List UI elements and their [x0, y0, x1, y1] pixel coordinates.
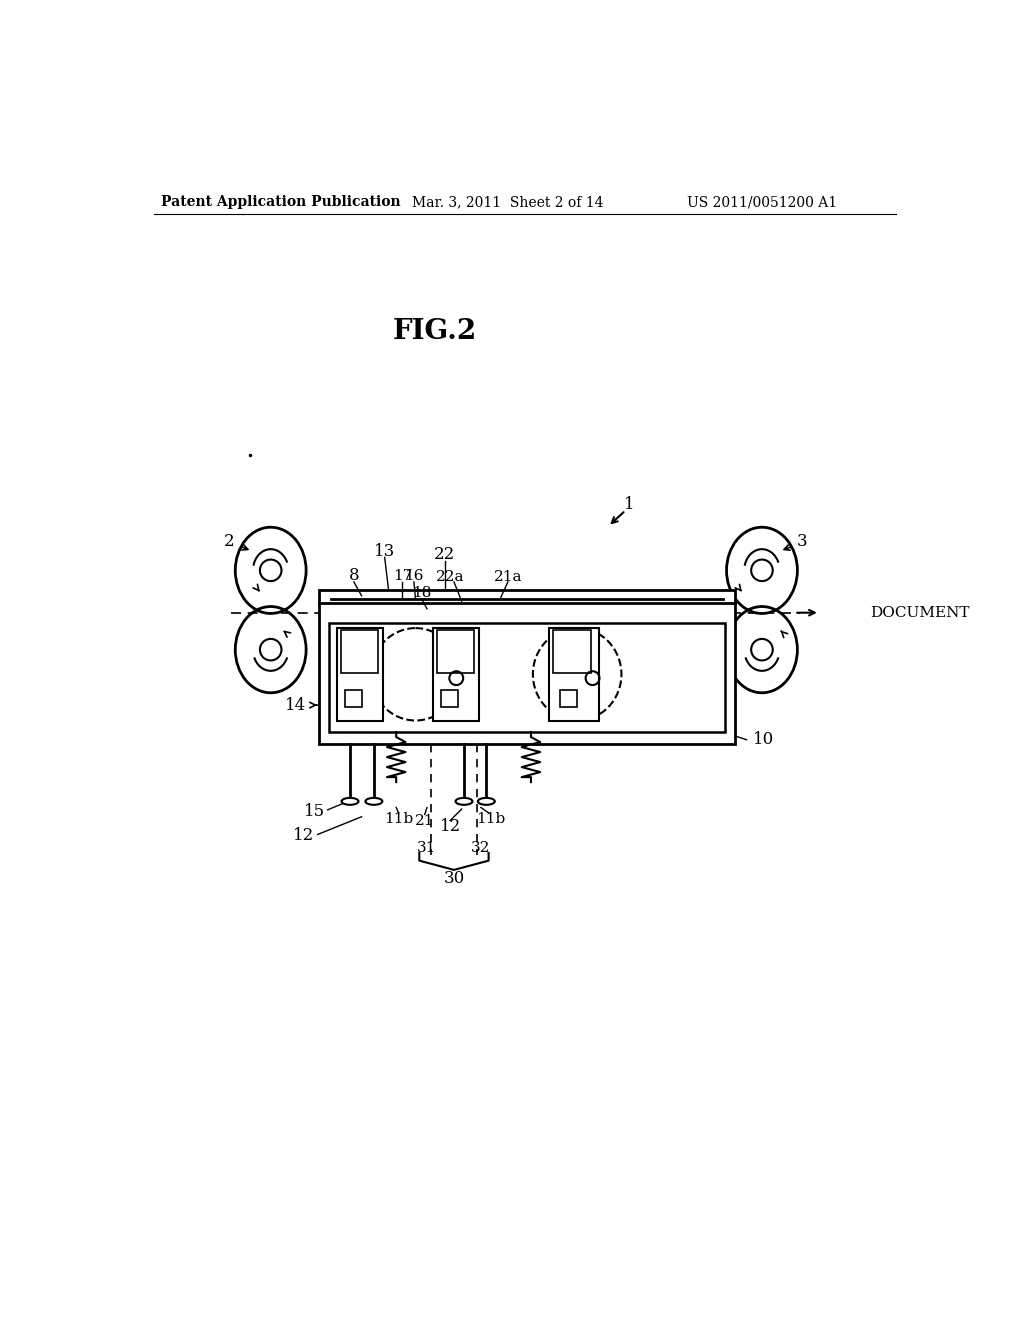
Text: 15: 15 — [303, 803, 325, 820]
Text: FIG.2: FIG.2 — [392, 318, 477, 345]
Text: 10: 10 — [753, 731, 774, 748]
Text: 12: 12 — [439, 818, 461, 836]
Text: US 2011/0051200 A1: US 2011/0051200 A1 — [687, 195, 837, 210]
Text: 12: 12 — [293, 828, 313, 845]
Text: 13: 13 — [374, 543, 395, 560]
Bar — [345, 689, 361, 706]
Text: 21: 21 — [415, 813, 434, 828]
Ellipse shape — [456, 797, 472, 805]
Bar — [433, 628, 479, 721]
Bar — [560, 689, 578, 706]
Bar — [437, 631, 474, 673]
Text: 21a: 21a — [494, 569, 522, 583]
Bar — [441, 689, 458, 706]
Bar — [330, 623, 725, 733]
Text: 8: 8 — [348, 568, 359, 585]
Text: 1: 1 — [625, 496, 635, 513]
Ellipse shape — [478, 797, 495, 805]
Text: 3: 3 — [797, 532, 807, 549]
Ellipse shape — [366, 797, 382, 805]
Bar — [553, 631, 591, 673]
Text: 18: 18 — [412, 586, 431, 601]
Text: 16: 16 — [404, 569, 424, 582]
Bar — [337, 628, 383, 721]
Bar — [549, 628, 599, 721]
Text: 2: 2 — [224, 532, 234, 549]
Text: DOCUMENT: DOCUMENT — [869, 606, 970, 619]
Text: 17: 17 — [392, 569, 412, 582]
Text: 31: 31 — [418, 841, 436, 854]
Text: 22: 22 — [434, 546, 456, 564]
Bar — [341, 631, 378, 673]
Ellipse shape — [342, 797, 358, 805]
Text: 22a: 22a — [436, 569, 464, 583]
Text: Patent Application Publication: Patent Application Publication — [161, 195, 400, 210]
Text: 11b: 11b — [476, 812, 506, 826]
Bar — [319, 590, 735, 743]
Text: Mar. 3, 2011  Sheet 2 of 14: Mar. 3, 2011 Sheet 2 of 14 — [412, 195, 603, 210]
Text: 14: 14 — [285, 697, 306, 714]
Text: 32: 32 — [471, 841, 490, 854]
Text: 11b: 11b — [384, 812, 413, 826]
Text: 30: 30 — [443, 870, 465, 887]
